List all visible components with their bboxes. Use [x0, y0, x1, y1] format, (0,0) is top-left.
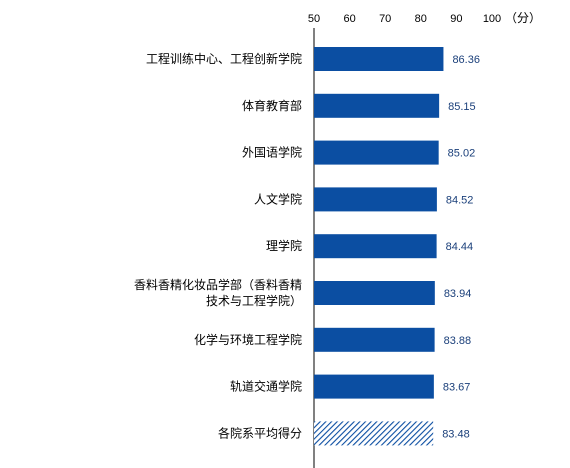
value-labels: 86.36 85.15 85.02 84.52 84.44 83.94 83.88 83.67… — [442, 54, 480, 440]
tick-label: 70 — [379, 13, 391, 25]
value-label: 83.94 — [444, 288, 472, 300]
value-label: 83.67 — [443, 382, 471, 394]
category-label: 各院系平均得分 — [218, 425, 302, 440]
bar — [314, 327, 435, 352]
average-bar — [314, 421, 434, 446]
bar — [314, 140, 439, 165]
category-label: 外国语学院 — [242, 145, 302, 160]
bar — [314, 281, 435, 305]
value-label: 83.88 — [444, 335, 472, 347]
tick-label: 90 — [450, 13, 462, 25]
bar — [314, 374, 434, 399]
bar — [314, 47, 444, 71]
tick-label: 80 — [415, 13, 427, 25]
value-label: 83.48 — [442, 428, 470, 440]
category-label: 理学院 — [266, 238, 302, 253]
value-label: 85.15 — [448, 101, 476, 113]
tick-label: 50 — [308, 13, 320, 25]
bar — [314, 234, 437, 259]
bar — [314, 93, 440, 118]
axis-unit-label: （分） — [505, 11, 541, 25]
value-label: 84.44 — [446, 241, 474, 253]
category-label: 人文学院 — [254, 191, 302, 206]
value-label: 85.02 — [448, 148, 476, 160]
category-label: 轨道交通学院 — [230, 379, 302, 394]
value-label: 86.36 — [452, 54, 480, 66]
category-label: 香料香精化妆品学部（香料香精 — [134, 277, 302, 292]
tick-label: 60 — [343, 13, 355, 25]
bars — [314, 47, 444, 446]
category-label: 化学与环境工程学院 — [194, 332, 302, 347]
category-labels: 工程训练中心、工程创新学院体育教育部外国语学院人文学院理学院香料香精化妆品学部（… — [134, 51, 302, 440]
category-label: 体育教育部 — [242, 98, 302, 113]
category-label: 技术与工程学院） — [206, 293, 302, 308]
tick-label: 100 — [483, 13, 501, 25]
category-label: 工程训练中心、工程创新学院 — [146, 51, 302, 66]
value-label: 84.52 — [446, 194, 474, 206]
bar — [314, 187, 437, 212]
